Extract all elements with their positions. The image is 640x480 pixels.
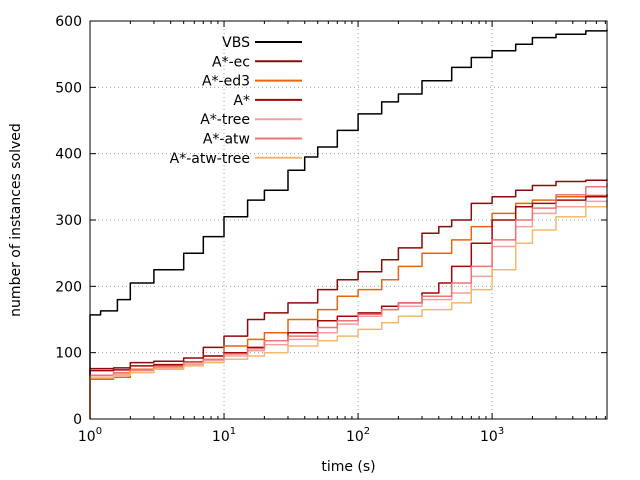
legend-label: A*-atw xyxy=(203,132,250,148)
legend: VBS A*-ec A*-ed3 A* A*-tree A*-atw A*-atw-tree xyxy=(170,35,302,167)
series-line-a- xyxy=(89,194,608,419)
plot-frame xyxy=(89,20,608,420)
legend-label: A*-tree xyxy=(200,112,250,128)
legend-label: A*-ec xyxy=(212,54,250,70)
x-tick-base: 10 xyxy=(78,429,96,445)
series-line-a-tree xyxy=(89,200,608,419)
y-tick-label: 400 xyxy=(55,147,82,163)
x-tick-label: 102 xyxy=(346,426,370,445)
x-tick-exponent: 0 xyxy=(96,426,102,437)
x-tick-base: 10 xyxy=(346,429,364,445)
series-line-a-atw xyxy=(89,183,608,419)
series-line-a-ec xyxy=(89,179,608,419)
y-tick-label: 600 xyxy=(55,14,82,30)
y-tick-label: 0 xyxy=(73,412,82,428)
x-tick-base: 10 xyxy=(480,429,498,445)
x-tick-exponent: 3 xyxy=(498,426,504,437)
legend-label: A*-ed3 xyxy=(202,74,250,90)
legend-label: A*-atw-tree xyxy=(170,151,250,167)
series-line-vbs xyxy=(89,29,608,419)
series-line-a-ed3 xyxy=(89,194,608,419)
x-axis-label: time (s) xyxy=(321,459,375,475)
x-tick-label: 101 xyxy=(212,426,236,445)
x-tick-exponent: 1 xyxy=(230,426,236,437)
x-tick-exponent: 2 xyxy=(364,426,370,437)
y-tick-label: 300 xyxy=(55,213,82,229)
series-group xyxy=(89,29,608,419)
y-axis-label: number of instances solved xyxy=(8,123,24,317)
legend-label: VBS xyxy=(222,35,250,51)
x-tick-label: 103 xyxy=(480,426,504,445)
legend-label: A* xyxy=(233,93,250,109)
x-tick-label: 100 xyxy=(78,426,102,445)
x-tick-base: 10 xyxy=(212,429,230,445)
y-tick-label: 100 xyxy=(55,346,82,362)
series-line-a-atw-tree xyxy=(89,200,608,419)
y-tick-label: 200 xyxy=(55,279,82,295)
y-tick-label: 500 xyxy=(55,80,82,96)
